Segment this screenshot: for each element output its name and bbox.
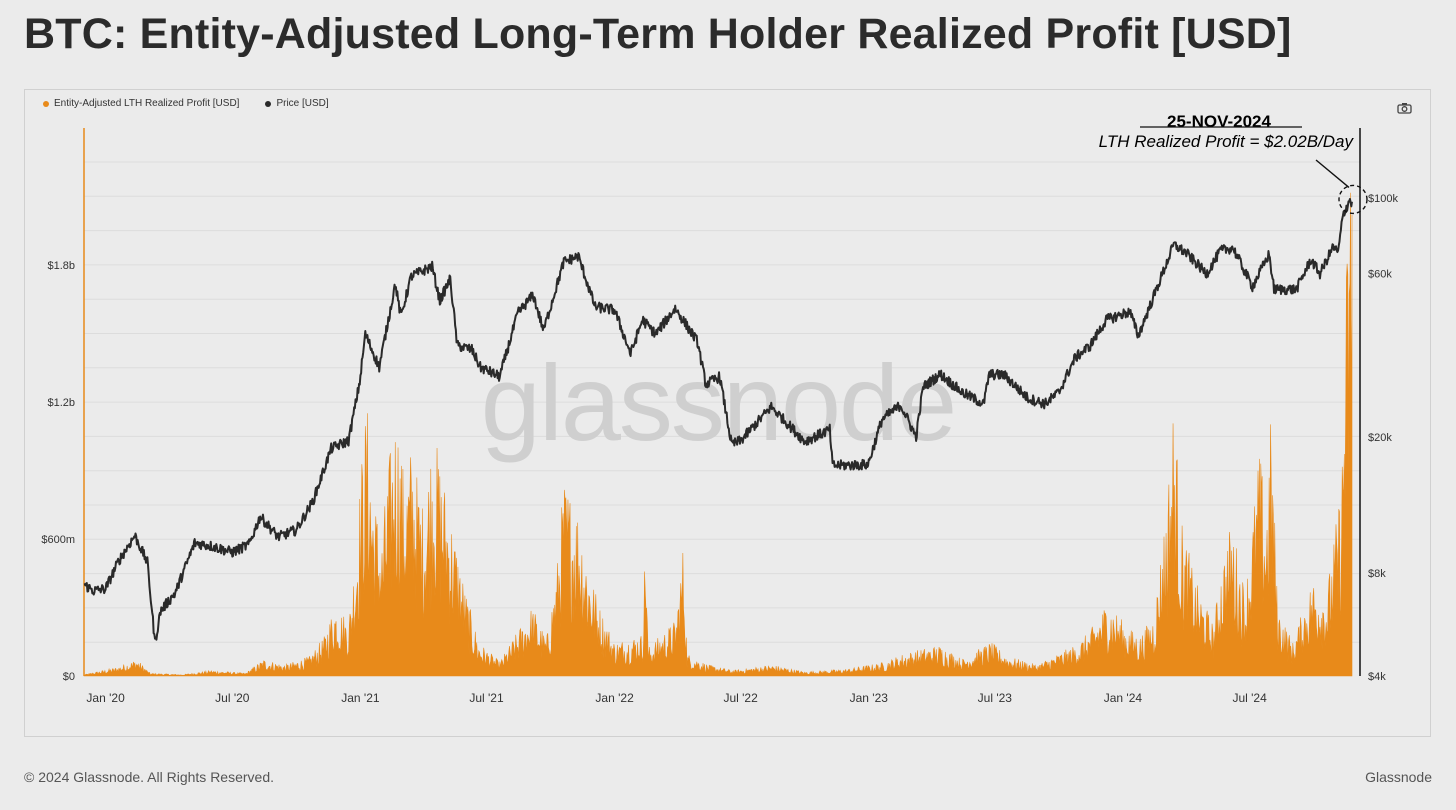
- left-axis: $0 $600m $1.2b $1.8b: [41, 260, 75, 683]
- right-tick-label: $4k: [1368, 671, 1386, 683]
- x-tick-label: Jul '22: [723, 691, 758, 705]
- page-title: BTC: Entity-Adjusted Long-Term Holder Re…: [24, 10, 1292, 58]
- x-tick-label: Jul '21: [469, 691, 504, 705]
- camera-icon[interactable]: [1397, 101, 1412, 119]
- legend-item-profit[interactable]: Entity-Adjusted LTH Realized Profit [USD…: [43, 98, 239, 109]
- left-tick-label: $600m: [41, 534, 75, 546]
- right-tick-label: $20k: [1368, 432, 1392, 444]
- brand-text[interactable]: Glassnode: [1365, 769, 1432, 785]
- legend-item-price[interactable]: Price [USD]: [265, 98, 329, 109]
- x-axis: Jan '20 Jul '20 Jan '21 Jul '21 Jan '22 Jul '…: [86, 691, 1267, 705]
- right-tick-label: $8k: [1368, 568, 1386, 580]
- annotation-date: 25-NOV-2024: [1167, 112, 1271, 131]
- price-line: [83, 197, 1353, 641]
- series-layer: [83, 192, 1353, 677]
- legend-label-profit: Entity-Adjusted LTH Realized Profit [USD…: [54, 98, 240, 109]
- left-tick-label: $0: [63, 671, 75, 683]
- annotation-text: LTH Realized Profit = $2.02B/Day: [1099, 132, 1355, 151]
- right-tick-label: $60k: [1368, 269, 1392, 281]
- x-tick-label: Jan '20: [86, 691, 125, 705]
- right-tick-label: $100k: [1368, 193, 1398, 205]
- left-tick-label: $1.2b: [47, 397, 75, 409]
- x-tick-label: Jan '22: [595, 691, 634, 705]
- copyright-text: © 2024 Glassnode. All Rights Reserved.: [24, 769, 275, 785]
- x-tick-label: Jul '20: [215, 691, 250, 705]
- grid-lines: [84, 161, 1360, 643]
- annotation: 25-NOV-2024 LTH Realized Profit = $2.02B…: [1099, 112, 1368, 215]
- annotation-circle: [1338, 184, 1368, 215]
- x-tick-label: Jan '24: [1104, 691, 1143, 705]
- watermark: glassnode: [481, 342, 955, 463]
- legend-label-price: Price [USD]: [276, 98, 329, 109]
- legend-swatch-profit: [43, 100, 49, 107]
- legend-swatch-price: [265, 100, 272, 107]
- right-axis: $4k $8k $20k $60k $100k: [1368, 193, 1398, 683]
- x-tick-label: Jan '21: [341, 691, 380, 705]
- left-tick-label: $1.8b: [47, 260, 75, 272]
- annotation-pointer: [1315, 159, 1350, 188]
- profit-area: [83, 192, 1353, 677]
- x-tick-label: Jul '23: [978, 691, 1013, 705]
- chart-legend: Entity-Adjusted LTH Realized Profit [USD…: [43, 98, 329, 109]
- x-tick-label: Jul '24: [1232, 691, 1267, 705]
- x-tick-label: Jan '23: [850, 691, 889, 705]
